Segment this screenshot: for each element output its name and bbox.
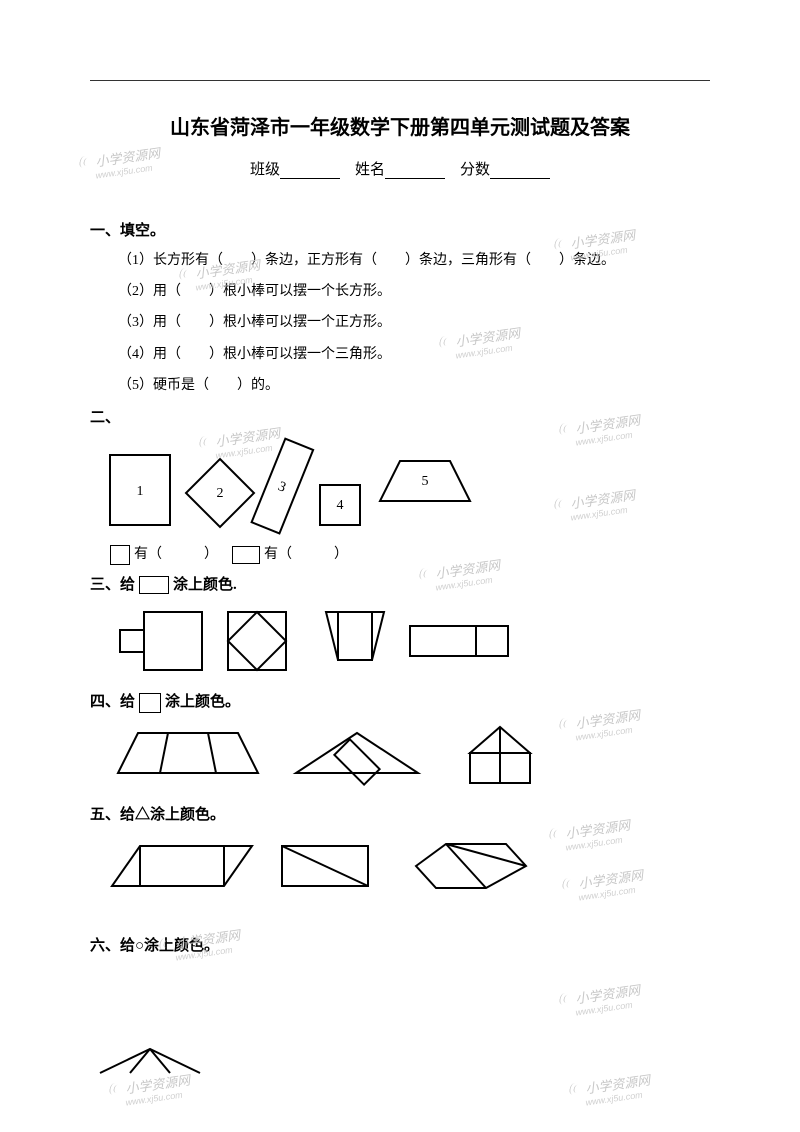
section3-figs — [110, 602, 710, 680]
section2-shapes: 1 2 3 4 5 — [102, 437, 710, 537]
bottom-partial — [90, 1045, 710, 1075]
class-blank[interactable] — [280, 164, 340, 179]
s3-post: 涂上颜色. — [173, 577, 237, 593]
section5-head: 五、给△涂上颜色。 — [90, 803, 710, 824]
rect-icon — [139, 576, 169, 594]
section5-figs — [110, 832, 710, 904]
q1-5: （5）硬币是（ ）的。 — [118, 373, 710, 398]
ans-part2: 有（ ） — [264, 547, 348, 562]
shapes-svg: 1 2 3 4 5 — [102, 437, 482, 537]
page: 山东省菏泽市一年级数学下册第四单元测试题及答案 班级 姓名 分数 一、填空。 （… — [0, 0, 800, 1115]
s3-pre: 三、给 — [90, 577, 135, 593]
s4-pre: 四、给 — [90, 694, 135, 710]
score-blank[interactable] — [490, 164, 550, 179]
ans-part1: 有（ ） — [134, 547, 218, 562]
class-label: 班级 — [250, 162, 280, 178]
section6-head: 六、给○涂上颜色。 — [90, 934, 710, 955]
shape-label-2: 2 — [217, 486, 224, 501]
section2-answer: 有（ ） 有（ ） — [110, 543, 710, 565]
score-label: 分数 — [460, 162, 490, 178]
page-title: 山东省菏泽市一年级数学下册第四单元测试题及答案 — [90, 111, 710, 140]
section4-head: 四、给 涂上颜色。 — [90, 690, 710, 713]
q1-3: （3）用（ ）根小棒可以摆一个正方形。 — [118, 310, 710, 335]
shape-label-5: 5 — [422, 474, 429, 489]
rect-icon — [232, 546, 260, 564]
square-icon — [139, 693, 161, 713]
section1-head: 一、填空。 — [90, 219, 710, 240]
name-label: 姓名 — [355, 162, 385, 178]
square-icon — [110, 545, 130, 565]
info-line: 班级 姓名 分数 — [90, 158, 710, 179]
section2-head: 二、 — [90, 406, 710, 427]
q1-4: （4）用（ ）根小棒可以摆一个三角形。 — [118, 342, 710, 367]
q1-1: （1）长方形有（ ）条边，正方形有（ ）条边，三角形有（ ）条边。 — [118, 248, 710, 273]
name-blank[interactable] — [385, 164, 445, 179]
shape-label-4: 4 — [337, 498, 344, 513]
q1-2: （2）用（ ）根小棒可以摆一个长方形。 — [118, 279, 710, 304]
s4-post: 涂上颜色。 — [165, 694, 240, 710]
section3-head: 三、给 涂上颜色. — [90, 573, 710, 595]
top-rule — [90, 80, 710, 81]
shape-label-1: 1 — [137, 484, 144, 499]
section4-figs — [110, 721, 710, 793]
